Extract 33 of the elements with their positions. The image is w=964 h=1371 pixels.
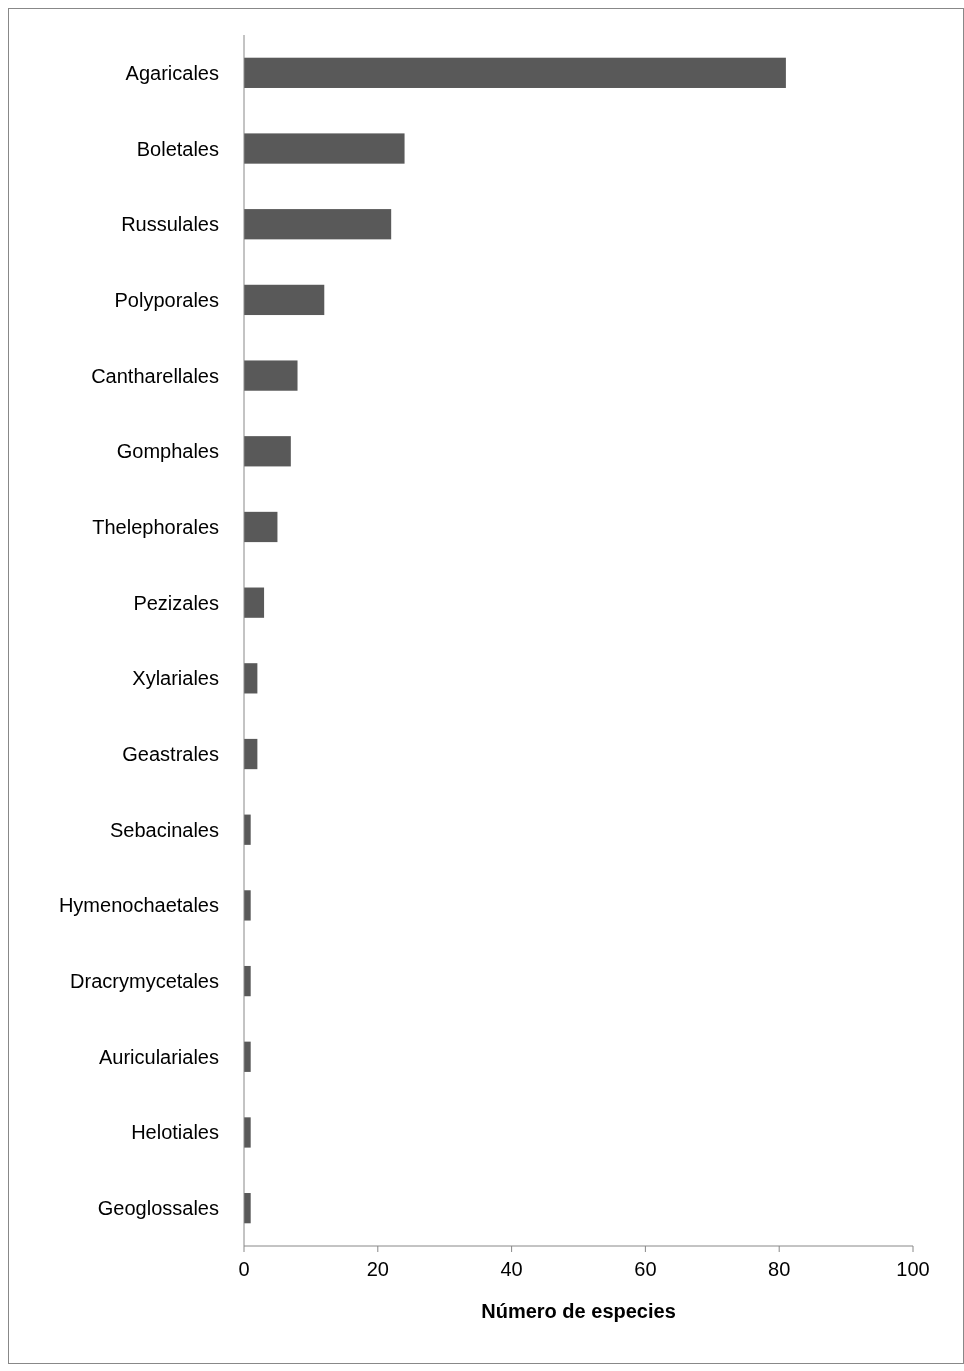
y-tick-label: Russulales (121, 213, 219, 236)
y-tick-label: Geoglossales (97, 1197, 219, 1220)
y-tick-label: Gomphales (116, 440, 219, 463)
x-tick-label: 100 (896, 1258, 930, 1280)
bar (244, 587, 265, 618)
bar (244, 1117, 251, 1148)
y-tick-label: Thelephorales (92, 515, 219, 538)
y-tick-label: Sebacinales (110, 818, 219, 841)
x-tick-label: 20 (366, 1258, 389, 1280)
bar (244, 133, 405, 164)
bar (244, 436, 291, 467)
bar (244, 890, 251, 921)
bar (244, 360, 298, 391)
x-tick-label: 0 (238, 1258, 250, 1280)
y-tick-label: Auriculariales (98, 1045, 219, 1068)
y-tick-label: Helotiales (131, 1121, 219, 1144)
y-tick-label: Boletales (136, 137, 219, 160)
bar (244, 209, 392, 240)
bar (244, 284, 325, 316)
y-tick-label: Cantharellales (91, 364, 219, 387)
x-axis-title: Número de especies (481, 1300, 676, 1322)
y-tick-label: Geastrales (122, 743, 219, 766)
y-tick-label: Agaricales (125, 61, 219, 84)
bar (244, 511, 278, 543)
y-tick-label: Dracrymycetales (70, 970, 219, 993)
x-tick-label: 80 (768, 1258, 791, 1280)
x-tick-label: 60 (634, 1258, 657, 1280)
bar (244, 57, 786, 88)
y-tick-label: Hymenochaetales (58, 894, 219, 917)
y-tick-label: Xylariales (132, 667, 219, 690)
y-tick-label: Polyporales (114, 288, 219, 311)
x-tick-label: 40 (500, 1258, 523, 1280)
y-tick-label: Pezizales (133, 591, 219, 614)
